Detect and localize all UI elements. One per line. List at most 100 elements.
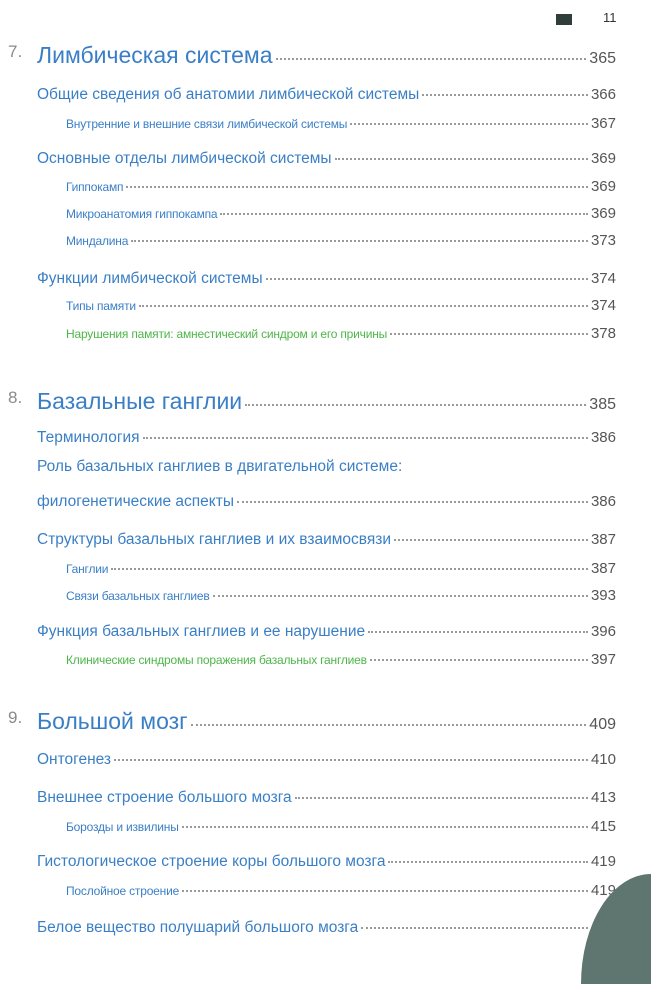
toc-page-number: 369 (590, 205, 616, 222)
toc-entry-title: Связи базальных ганглиев (66, 589, 210, 603)
toc-entry[interactable]: Ганглии 387 (0, 560, 616, 577)
toc-entry-title: Микроанатомия гиппокампа (66, 207, 218, 221)
toc-entry-title: Структуры базальных ганглиев и их взаимо… (37, 531, 391, 548)
toc-entry[interactable]: Клинические синдромы поражения базальных… (0, 651, 616, 668)
toc-chapter[interactable]: 9. Большой мозг 409 (0, 708, 616, 735)
page-number: 11 (603, 10, 617, 25)
toc-entry[interactable]: Послойное строение 419 (0, 882, 616, 899)
toc-entry[interactable]: Связи базальных ганглиев 393 (0, 587, 616, 604)
toc-chapter[interactable]: 7. Лимбическая система 365 (0, 42, 616, 69)
toc-entry-title: Онтогенез (37, 751, 112, 768)
dot-leader (181, 826, 588, 828)
header-mark (556, 14, 572, 25)
dot-leader (265, 278, 588, 280)
dot-leader (182, 890, 588, 892)
toc-page-number: 386 (590, 429, 616, 446)
toc-page-number: 393 (590, 587, 616, 604)
dot-leader (114, 759, 588, 761)
toc-entry[interactable]: Гистологическое строение коры большого м… (0, 853, 616, 871)
toc-entry[interactable]: Структуры базальных ганглиев и их взаимо… (0, 531, 616, 549)
chapter-number: 8. (8, 388, 23, 407)
dot-leader (245, 404, 587, 406)
toc-entry[interactable]: Миндалина 373 (0, 232, 616, 249)
toc-entry[interactable]: Функция базальных ганглиев и ее нарушени… (0, 623, 616, 641)
toc-page-number: 385 (589, 396, 616, 413)
toc-entry[interactable]: филогенетические аспекты 386 (0, 493, 616, 511)
dot-leader (334, 158, 588, 160)
toc-entry-title: Ганглии (66, 562, 109, 576)
toc-entry-title: Большой мозг (37, 708, 188, 734)
toc-entry-title: Гистологическое строение коры большого м… (37, 853, 386, 870)
dot-leader (220, 213, 588, 215)
toc-entry[interactable]: Общие сведения об анатомии лимбической с… (0, 86, 616, 104)
toc-page-number: 419 (590, 853, 616, 870)
toc-entry-title: Белое вещество полушарий большого мозга (37, 919, 359, 936)
dot-leader (393, 539, 588, 541)
toc-entry[interactable]: Терминология 386 (0, 429, 616, 447)
toc-page-number: 386 (590, 493, 616, 510)
dot-leader (388, 861, 588, 863)
dot-leader (361, 927, 588, 929)
toc-page-number: 415 (590, 818, 616, 835)
toc-entry-title: Терминология (37, 429, 140, 446)
toc-page-number: 387 (590, 560, 616, 577)
toc-entry-title: Послойное строение (66, 884, 180, 898)
toc-page-number: 409 (589, 716, 616, 733)
toc-entry-title: Нарушения памяти: амнестический синдром … (66, 327, 388, 341)
dot-leader (369, 659, 588, 661)
toc-entry[interactable]: Функции лимбической системы 374 (0, 270, 616, 288)
dot-leader (350, 123, 588, 125)
toc-page-number: 366 (590, 86, 616, 103)
dot-leader (237, 501, 588, 503)
toc-entry-title: Общие сведения об анатомии лимбической с… (37, 86, 420, 103)
dot-leader (126, 186, 588, 188)
chapter-number: 9. (8, 708, 23, 727)
toc-entry[interactable]: Гиппокамп 369 (0, 178, 616, 195)
toc-entry-title: Внутренние и внешние связи лимбической с… (66, 117, 348, 131)
toc-entry[interactable]: Онтогенез 410 (0, 751, 616, 769)
toc-entry-title: Основные отделы лимбической системы (37, 150, 332, 167)
toc-page-number: 387 (590, 531, 616, 548)
toc-page-number: 373 (590, 232, 616, 249)
toc-entry-title-line1: Роль базальных ганглиев в двигательной с… (37, 458, 403, 475)
dot-leader (390, 333, 588, 335)
toc-entry-title: Функции лимбической системы (37, 270, 263, 287)
toc-page-number: 374 (590, 297, 616, 314)
toc-page-number: 365 (589, 50, 616, 67)
dot-leader (275, 58, 587, 60)
toc-entry[interactable]: Внешнее строение большого мозга 413 (0, 789, 616, 807)
dot-leader (422, 94, 588, 96)
dot-leader (111, 568, 588, 570)
dot-leader (368, 631, 588, 633)
toc-page-number: 410 (590, 751, 616, 768)
toc-entry[interactable]: Внутренние и внешние связи лимбической с… (0, 115, 616, 132)
toc-chapter[interactable]: 8. Базальные ганглии 385 (0, 388, 616, 415)
toc-page-number: 378 (590, 325, 616, 342)
dot-leader (138, 305, 588, 307)
toc-entry[interactable]: Белое вещество полушарий большого мозга4… (0, 919, 616, 937)
toc-entry-title: Типы памяти (66, 299, 136, 313)
toc-entry[interactable]: Нарушения памяти: амнестический синдром … (0, 325, 616, 342)
chapter-number: 7. (8, 42, 23, 61)
toc-page-number: 396 (590, 623, 616, 640)
toc-entry[interactable]: Типы памяти 374 (0, 297, 616, 314)
toc-entry-title: Гиппокамп (66, 180, 124, 194)
toc-entry[interactable]: Борозды и извилины 415 (0, 818, 616, 835)
toc-entry-title: Функция базальных ганглиев и ее нарушени… (37, 623, 366, 640)
toc-page-number: 369 (590, 178, 616, 195)
toc-page-number: 397 (590, 651, 616, 668)
toc-page-number: 367 (590, 115, 616, 132)
toc-entry-title: Миндалина (66, 234, 129, 248)
toc-entry-title: Базальные ганглии (37, 388, 243, 414)
dot-leader (142, 437, 588, 439)
dot-leader (294, 797, 588, 799)
toc-page-number: 369 (590, 150, 616, 167)
toc-entry-title: Лимбическая система (37, 42, 273, 68)
toc-entry-title: Клинические синдромы поражения базальных… (66, 653, 367, 667)
toc-entry-title: Внешнее строение большого мозга (37, 789, 292, 806)
toc-entry[interactable]: Микроанатомия гиппокампа 369 (0, 205, 616, 222)
toc-entry[interactable]: Основные отделы лимбической системы 369 (0, 150, 616, 168)
dot-leader (212, 595, 588, 597)
toc-entry-title: филогенетические аспекты (37, 493, 234, 510)
toc-page-number: 374 (590, 270, 616, 287)
